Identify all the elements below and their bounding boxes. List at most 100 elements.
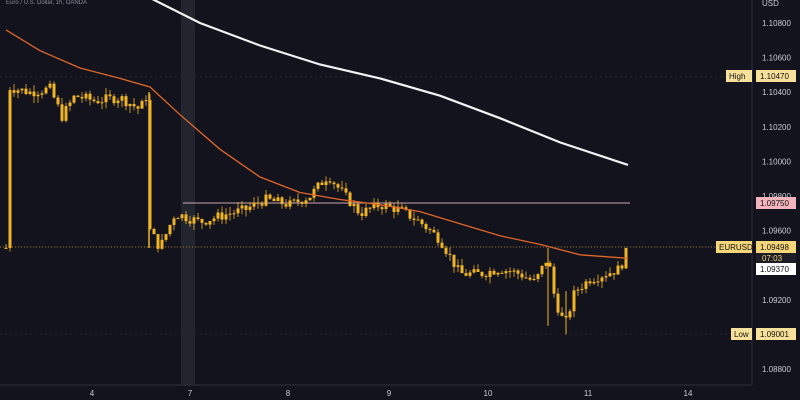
candle-body: [20, 88, 24, 91]
candle-body: [344, 188, 348, 193]
candle-body: [432, 229, 436, 233]
candle-body: [596, 281, 600, 283]
candle-body: [208, 221, 212, 225]
candle-body: [464, 273, 468, 276]
low-tag-value-box: [756, 328, 796, 340]
high-tag-label: High: [729, 72, 745, 81]
x-tick-label: 10: [484, 389, 493, 398]
candle-body: [448, 253, 452, 255]
candle-body: [356, 204, 360, 214]
candle-body: [164, 234, 168, 240]
candle-body: [452, 254, 456, 267]
candle-body: [488, 270, 492, 277]
candle-body: [580, 288, 584, 290]
candle-body: [516, 270, 520, 274]
candle-body: [444, 247, 448, 254]
candle-body: [60, 104, 64, 121]
candle-body: [424, 224, 428, 230]
candle-body: [440, 242, 444, 248]
support-tag-value-box: [756, 263, 796, 275]
candle-body: [172, 218, 176, 225]
candle-body: [288, 200, 292, 207]
candle-body: [616, 265, 620, 275]
candle-body: [248, 206, 252, 210]
candle-body: [536, 274, 540, 280]
candle-body: [460, 265, 464, 274]
candle-body: [380, 207, 384, 210]
candle-body: [312, 188, 316, 198]
candle-body: [512, 270, 516, 272]
candle-body: [108, 94, 112, 97]
candle-body: [40, 93, 44, 95]
candle-body: [548, 262, 552, 267]
candle-body: [608, 273, 612, 277]
candle-body: [92, 99, 96, 102]
candle-body: [348, 192, 352, 207]
candle-body: [544, 262, 548, 266]
candle-body: [184, 214, 188, 222]
candle-body: [304, 200, 308, 204]
candle-body: [508, 271, 512, 273]
candle-body: [572, 290, 576, 312]
candle-body: [256, 202, 260, 204]
candle-body: [264, 194, 268, 206]
candle-body: [56, 97, 60, 105]
candle-body: [156, 234, 160, 249]
candle-body: [88, 93, 92, 100]
candle-body: [268, 194, 272, 199]
y-tick-label: 1.10600: [762, 54, 791, 63]
candle-body: [116, 100, 120, 104]
candle-body: [340, 187, 344, 189]
candle-body: [560, 312, 564, 316]
y-tick-label: 1.08800: [762, 365, 791, 374]
resistance-tag-value: 1.09750: [760, 199, 789, 208]
candle-body: [472, 269, 476, 273]
y-tick-label: 1.10200: [762, 123, 791, 132]
candle-body: [372, 202, 376, 209]
candle-body: [252, 202, 256, 207]
candle-body: [176, 218, 180, 220]
candle-body: [620, 265, 624, 269]
low-tag-label-box: [731, 328, 752, 340]
low-tag-value: 1.09001: [760, 330, 789, 339]
candle-body: [196, 217, 200, 220]
candle-body: [148, 100, 152, 229]
y-tick-label: 1.10800: [762, 19, 791, 28]
candle-body: [540, 265, 544, 275]
candle-body: [132, 104, 136, 107]
low-tag-label: Low: [734, 330, 749, 339]
candle-body: [292, 199, 296, 201]
candle-body: [152, 228, 156, 235]
candle-body: [456, 265, 460, 267]
candle-body: [272, 198, 276, 202]
price-tag-label-box: [716, 241, 752, 253]
x-tick-label: 8: [286, 389, 291, 398]
currency-label: USD: [762, 0, 779, 8]
candle-body: [436, 232, 440, 243]
candle-body: [328, 181, 332, 183]
candle-body: [32, 91, 36, 97]
candle-body: [412, 218, 416, 220]
candle-body: [48, 83, 52, 88]
candle-body: [336, 184, 340, 188]
candle-body: [300, 202, 304, 204]
candle-body: [144, 100, 148, 102]
candle-body: [392, 206, 396, 213]
candle-body: [216, 212, 220, 219]
chart-header: Euro / U.S. Dollar, 1h, OANDA: [6, 0, 88, 6]
candle-body: [552, 266, 556, 294]
candle-body: [396, 206, 400, 213]
candle-body: [76, 95, 80, 97]
candle-body: [136, 106, 140, 109]
candle-body: [100, 102, 104, 104]
candle-body: [480, 271, 484, 276]
candle-body: [520, 273, 524, 278]
x-tick-label: 14: [684, 389, 693, 398]
candle-body: [124, 96, 128, 107]
candle-body: [500, 272, 504, 274]
candle-body: [160, 239, 164, 249]
candle-body: [8, 90, 12, 248]
candle-body: [416, 219, 420, 221]
candle-body: [584, 281, 588, 289]
